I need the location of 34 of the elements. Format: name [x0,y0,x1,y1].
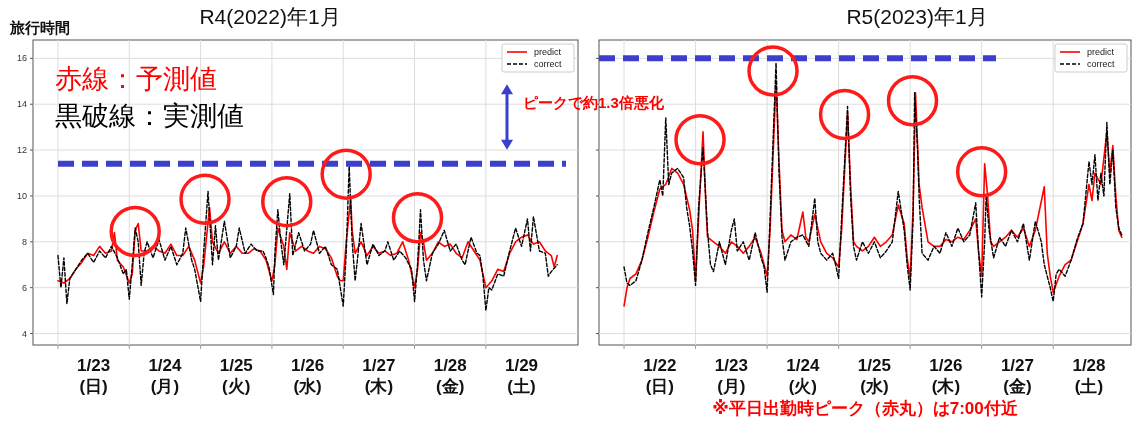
annotation: ピークで約1.3倍悪化 [523,94,665,111]
line-series [57,197,558,289]
x-tick-label: 1/25 (水) [857,356,891,396]
legend-label: correct [534,59,562,69]
legend-label: correct [1087,59,1115,69]
x-tick-label: 1/22 (日) [643,356,677,396]
chart-title: R5(2023)年1月 [846,5,988,28]
x-tick-label: 1/24 (火) [786,356,820,396]
y-axis-title: 旅行時間 [9,19,70,36]
text: ※平日出勤時ピーク（赤丸）は7:00付近 [712,399,1019,418]
x-tick-label: 1/25 (火) [219,356,253,396]
x-tick-label: 1/23 (日) [77,356,111,396]
x-tick-label: 1/28 (金) [433,356,467,396]
annotation: 黒破線：実測値 [55,101,244,131]
legend-label: predict [1087,47,1115,57]
y-tick-label: 4 [21,328,27,339]
x-tick-label: 1/26 (木) [929,356,963,396]
x-tick-label: 1/24 (月) [148,356,183,396]
annotation: 赤線：予測値 [55,64,217,94]
y-tick-label: 10 [16,190,27,201]
line-series [57,165,558,312]
chart-title: R4(2022)年1月 [199,5,341,28]
x-tick-label: 1/27 (金) [1000,356,1034,396]
y-tick-label: 12 [16,145,27,156]
x-tick-label: 1/28 (土) [1072,356,1106,396]
y-tick-label: 6 [21,282,27,293]
x-tick-label: 1/27 (木) [362,356,396,396]
x-tick-label: 1/26 (水) [291,356,325,396]
x-tick-label: 1/23 (月) [714,356,748,396]
x-tick-label: 1/29 (土) [504,356,539,396]
y-tick-label: 8 [21,236,27,247]
y-tick-label: 16 [16,53,27,64]
y-tick-label: 14 [16,99,27,110]
legend-label: predict [534,47,562,57]
